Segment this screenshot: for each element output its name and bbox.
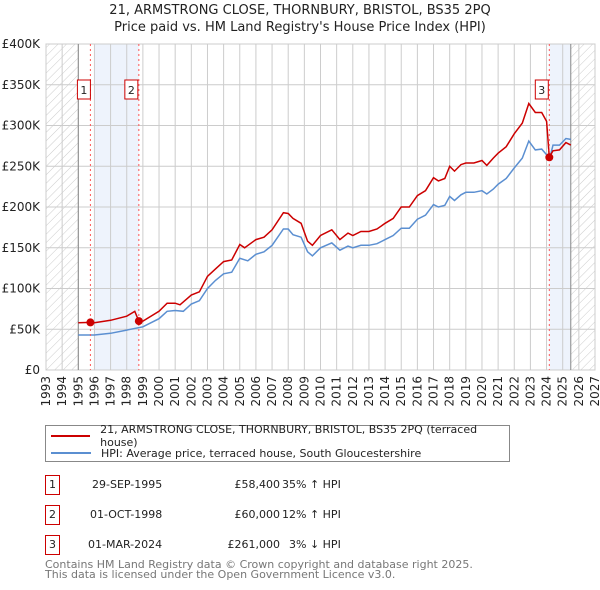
y-tick-label: £100K bbox=[2, 282, 42, 296]
footer-line: This data is licensed under the Open Gov… bbox=[45, 568, 396, 581]
x-tick-label: 2003 bbox=[200, 376, 214, 407]
chart-title: 21, ARMSTRONG CLOSE, THORNBURY, BRISTOL,… bbox=[109, 3, 491, 18]
legend-label: HPI: Average price, terraced house, Sout… bbox=[101, 446, 422, 460]
x-tick-label: 2026 bbox=[572, 376, 586, 407]
x-tick-label: 2015 bbox=[394, 376, 408, 407]
sale-price: £58,400 bbox=[234, 478, 281, 491]
property-price-line bbox=[78, 101, 572, 324]
legend-swatch-red bbox=[51, 435, 91, 437]
x-tick-label: 2001 bbox=[168, 376, 182, 407]
sale-marker-label: 1 bbox=[80, 84, 87, 97]
sale-price: £261,000 bbox=[227, 538, 281, 551]
sale-marker-badge bbox=[76, 79, 91, 100]
sale-badge: 2 bbox=[45, 505, 60, 525]
sale-hpi-diff: 3% ↓ HPI bbox=[289, 538, 341, 551]
x-tick-label: 1999 bbox=[136, 376, 150, 407]
x-tick-label: 2011 bbox=[330, 376, 344, 407]
sale-marker-label: 2 bbox=[128, 84, 135, 97]
x-tick-label: 2013 bbox=[362, 376, 376, 407]
sale-hpi-diff: 12% ↑ HPI bbox=[282, 508, 341, 521]
sale-price: £60,000 bbox=[234, 508, 281, 521]
sale-point bbox=[86, 318, 95, 327]
y-tick-label: £250K bbox=[2, 159, 42, 173]
x-tick-label: 1997 bbox=[104, 376, 118, 407]
x-tick-label: 2025 bbox=[556, 376, 570, 407]
sale-marker-label: 3 bbox=[538, 84, 545, 97]
x-tick-label: 2008 bbox=[281, 376, 295, 407]
plot-border bbox=[45, 43, 596, 371]
x-tick-label: 2022 bbox=[507, 376, 521, 407]
x-tick-label: 2002 bbox=[184, 376, 198, 407]
sale-point bbox=[545, 153, 554, 162]
y-tick-label: £200K bbox=[2, 200, 42, 214]
x-tick-label: 2021 bbox=[491, 376, 505, 407]
y-tick-label: £150K bbox=[2, 241, 42, 255]
legend-item-hpi: HPI: Average price, terraced house, Sout… bbox=[46, 445, 421, 461]
y-tick-label: £0 bbox=[25, 363, 40, 377]
x-tick-label: 2017 bbox=[427, 376, 441, 407]
legend-label: 21, ARMSTRONG CLOSE, THORNBURY, BRISTOL,… bbox=[100, 423, 478, 449]
sale-point bbox=[134, 317, 143, 326]
y-tick-label: £350K bbox=[2, 78, 42, 92]
x-tick-label: 1996 bbox=[87, 376, 101, 407]
hpi-line bbox=[78, 137, 571, 336]
x-tick-label: 2012 bbox=[346, 376, 360, 407]
sale-date: 01-MAR-2024 bbox=[88, 538, 163, 551]
footer-line: Contains HM Land Registry data © Crown c… bbox=[45, 558, 473, 571]
x-tick-label: 2009 bbox=[297, 376, 311, 407]
x-tick-label: 1995 bbox=[71, 376, 85, 407]
sale-hpi-diff: 35% ↑ HPI bbox=[282, 478, 341, 491]
x-tick-label: 2007 bbox=[265, 376, 279, 407]
x-tick-label: 2005 bbox=[233, 376, 247, 407]
x-tick-label: 2016 bbox=[410, 376, 424, 407]
x-tick-label: 2004 bbox=[217, 376, 231, 407]
y-tick-label: £50K bbox=[9, 322, 41, 336]
x-tick-label: 2018 bbox=[443, 376, 457, 407]
x-tick-label: 2023 bbox=[523, 376, 537, 407]
x-tick-label: 2027 bbox=[588, 376, 600, 407]
sale-marker-badge bbox=[124, 79, 139, 100]
x-tick-label: 1998 bbox=[120, 376, 134, 407]
sale-badge: 3 bbox=[45, 535, 60, 555]
chart-subtitle: Price paid vs. HM Land Registry's House … bbox=[114, 20, 486, 35]
x-tick-label: 2006 bbox=[249, 376, 263, 407]
x-tick-label: 2024 bbox=[540, 376, 554, 407]
x-tick-label: 2014 bbox=[378, 376, 392, 407]
x-tick-label: 1994 bbox=[55, 376, 69, 407]
chart-legend: 21, ARMSTRONG CLOSE, THORNBURY, BRISTOL,… bbox=[45, 423, 510, 462]
x-tick-label: 2000 bbox=[152, 376, 166, 407]
sale-date: 01-OCT-1998 bbox=[90, 508, 163, 521]
sale-date: 29-SEP-1995 bbox=[92, 478, 163, 491]
x-tick-label: 2019 bbox=[459, 376, 473, 407]
y-tick-label: £300K bbox=[2, 119, 42, 133]
x-tick-label: 2010 bbox=[314, 376, 328, 407]
legend-swatch-blue bbox=[51, 452, 91, 454]
footer-attribution: Contains HM Land Registry data © Crown c… bbox=[45, 558, 473, 581]
legend-item-property: 21, ARMSTRONG CLOSE, THORNBURY, BRISTOL,… bbox=[46, 423, 509, 449]
y-tick-label: £400K bbox=[2, 37, 42, 51]
x-tick-label: 1993 bbox=[39, 376, 53, 407]
x-tick-label: 2020 bbox=[475, 376, 489, 407]
sale-badge: 1 bbox=[45, 475, 60, 495]
sale-marker-badge bbox=[534, 79, 549, 100]
